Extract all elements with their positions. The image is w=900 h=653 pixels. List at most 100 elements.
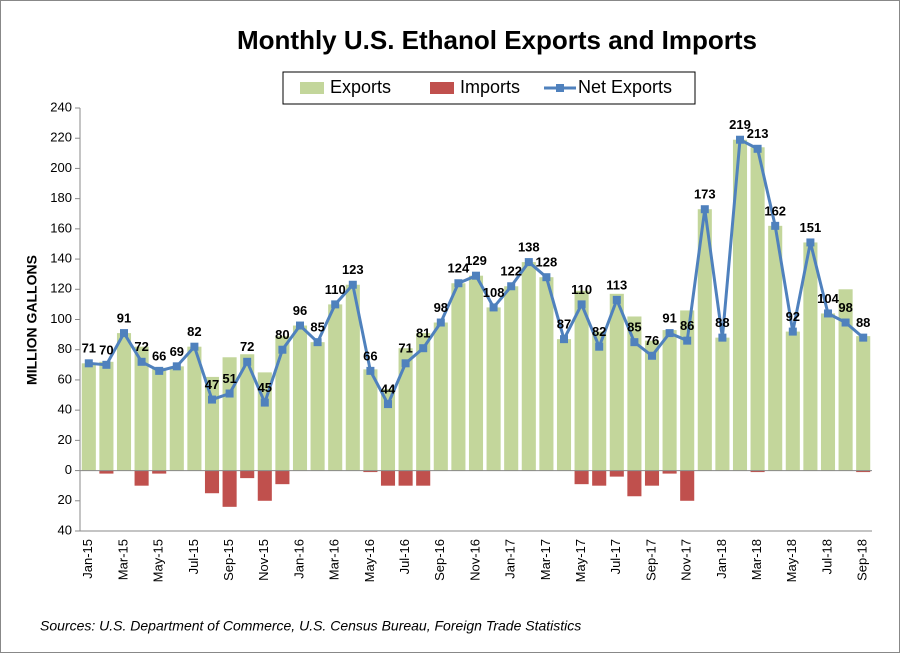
x-tick-label: Nov-16 [467,539,482,581]
legend-label: Exports [330,77,391,97]
marker [313,338,322,347]
data-label: 45 [258,380,272,395]
data-label: 108 [483,285,505,300]
x-tick-label: Jul-17 [608,539,623,574]
marker [84,359,93,368]
data-label: 124 [448,261,470,276]
marker [648,351,656,360]
marker [560,335,568,344]
bar [644,470,660,486]
bar [204,470,220,494]
data-label: 128 [536,255,558,270]
bar [416,333,431,471]
bar [99,470,114,474]
marker [172,362,181,371]
bar [468,275,484,471]
data-label: 88 [856,315,870,330]
bar [416,470,431,486]
marker [436,318,445,327]
marker [331,300,340,309]
bar [451,283,466,471]
y-tick-label: 80 [58,341,72,356]
bar [504,286,519,471]
marker [278,345,287,354]
bar [785,331,800,471]
x-tick-label: Mar-15 [115,539,130,580]
bar [609,293,624,471]
marker [472,271,480,280]
marker [401,359,410,368]
bar [486,307,501,471]
data-label: 129 [465,253,487,268]
x-tick-label: Jul-16 [397,539,412,574]
marker [243,357,252,366]
data-label: 123 [342,262,364,277]
data-label: 98 [434,300,448,315]
bar [81,363,96,471]
bar [380,388,396,471]
x-tick-label: Mar-16 [327,539,342,580]
data-label: 162 [764,203,786,218]
y-tick-label: 180 [50,190,72,205]
data-label: 96 [293,303,307,318]
bar [134,346,149,471]
data-label: 110 [571,282,592,297]
x-tick-label: Mar-17 [538,539,553,580]
x-tick-label: May-16 [362,539,377,582]
marker [859,333,868,342]
y-tick-label: 160 [50,220,72,235]
bar [539,277,554,471]
bar [838,289,853,471]
bar [574,470,589,485]
marker [208,395,216,404]
data-label: 138 [518,240,540,255]
bar [187,346,202,471]
data-label: 173 [694,187,716,202]
bar [680,310,695,471]
legend-swatch [430,82,454,94]
bar [556,339,572,471]
x-tick-label: Jan-18 [714,539,729,579]
y-tick-label: 100 [50,311,72,326]
bar [803,242,818,471]
y-tick-label: 220 [50,130,72,145]
data-label: 110 [325,282,346,297]
bar [275,336,290,471]
x-tick-label: Sep-15 [221,539,236,581]
marker [190,342,199,351]
marker [489,303,498,312]
bar [574,290,589,471]
marker [348,280,357,289]
bar [134,470,149,486]
marker [507,282,516,291]
marker [155,366,164,375]
x-tick-label: Jan-16 [291,539,306,579]
x-tick-label: May-17 [573,539,588,582]
x-tick-label: Jan-15 [80,539,95,579]
bar [363,470,378,473]
bar [856,470,871,473]
data-label: 113 [606,277,627,292]
data-label: 66 [152,348,166,363]
marker [788,327,797,336]
bar [662,330,677,471]
bar [750,470,765,473]
data-label: 69 [170,344,184,359]
bar [169,366,184,471]
bar [627,470,642,497]
x-tick-label: Sep-17 [643,539,658,581]
data-label: 81 [416,326,430,341]
data-label: 85 [627,320,641,335]
marker [296,321,304,330]
x-tick-label: Mar-18 [749,539,764,580]
bar [644,340,660,471]
marker [630,338,639,347]
data-label: 71 [398,341,412,356]
bar [152,470,167,474]
bar [240,354,255,471]
marker [665,329,674,338]
y-tick-label: 40 [58,522,72,537]
bar [662,470,677,474]
bar [680,470,695,501]
